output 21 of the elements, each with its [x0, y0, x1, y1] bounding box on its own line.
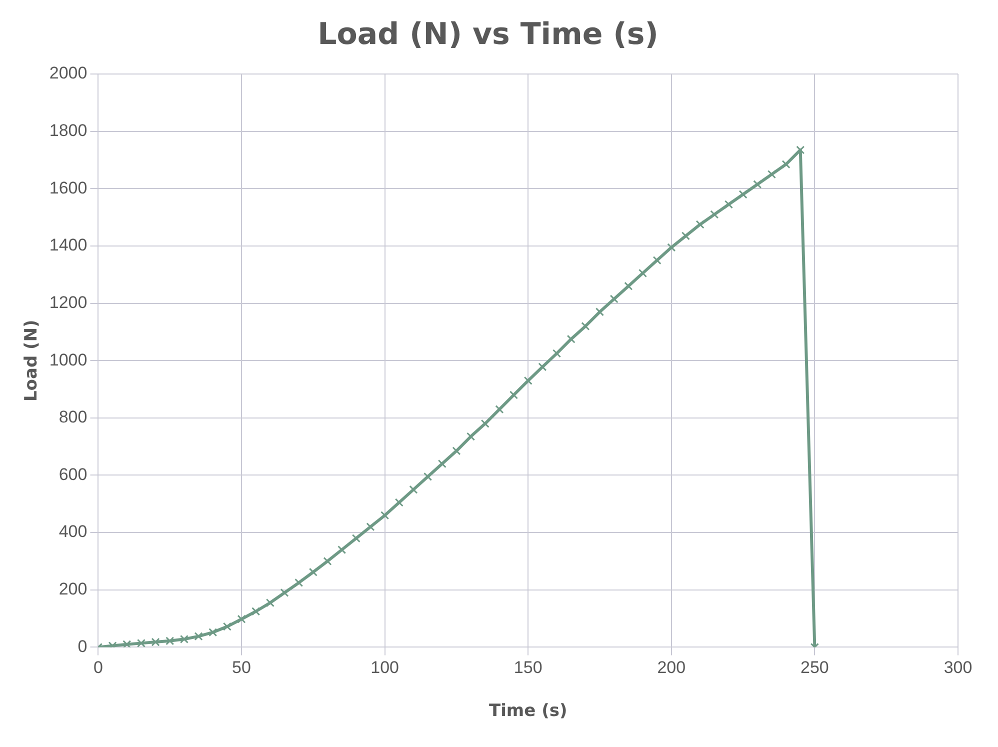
y-tick-label: 1000: [49, 350, 88, 370]
x-tick-label: 150: [514, 658, 542, 678]
x-tick-label: 100: [370, 658, 399, 678]
x-axis-title: Time (s): [488, 701, 568, 722]
y-tick-label: 800: [58, 408, 88, 427]
y-tick-label: 1800: [49, 121, 88, 140]
chart-title: Load (N) vs Time (s): [318, 16, 658, 52]
y-tick-label: 2000: [49, 64, 88, 83]
y-axis-title: Load (N): [22, 320, 42, 402]
y-tick-label: 1600: [49, 178, 88, 198]
y-tick-label: 200: [58, 580, 88, 599]
x-tick-label: 200: [657, 658, 686, 678]
y-tick-label: 0: [78, 636, 88, 656]
y-tick-label: 400: [58, 522, 88, 542]
x-tick-label: 50: [232, 658, 251, 678]
y-tick-label: 1400: [49, 236, 88, 255]
y-tick-label: 600: [58, 464, 88, 484]
x-tick-label: 0: [93, 658, 103, 678]
x-tick-label: 250: [800, 658, 829, 678]
y-tick-label: 1200: [49, 292, 88, 312]
x-tick-label: 300: [944, 658, 972, 678]
